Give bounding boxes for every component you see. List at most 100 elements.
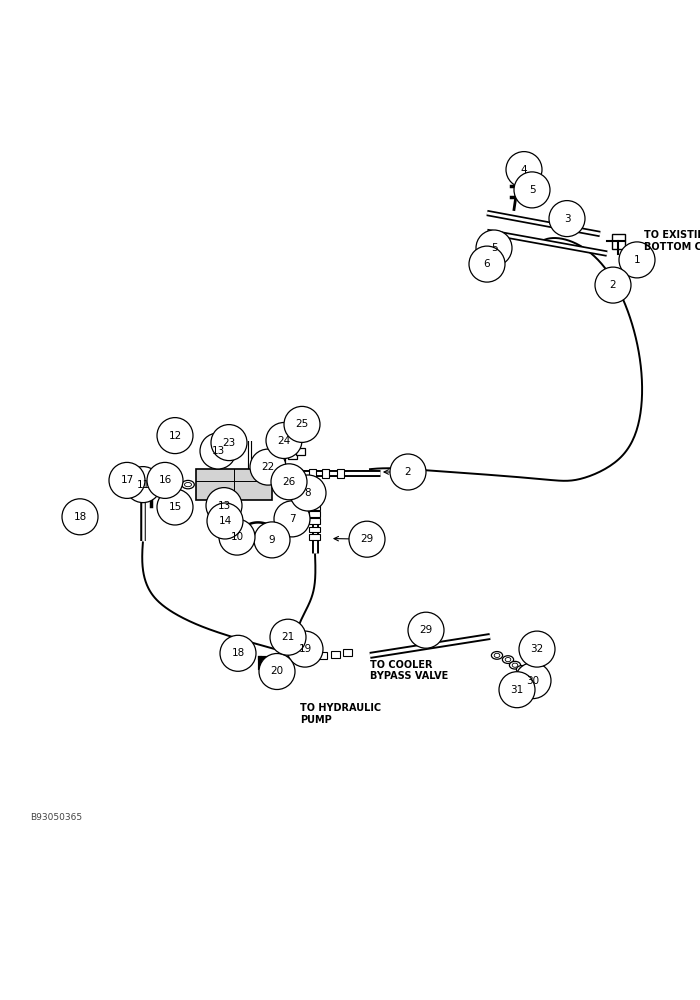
Ellipse shape [185, 482, 192, 487]
Text: TO HYDRAULIC
PUMP: TO HYDRAULIC PUMP [300, 703, 381, 725]
Bar [309, 534, 320, 540]
Circle shape [219, 519, 255, 555]
Text: 15: 15 [169, 502, 181, 512]
Circle shape [515, 663, 551, 699]
Text: 23: 23 [223, 438, 236, 448]
Ellipse shape [510, 661, 521, 669]
Bar [309, 518, 320, 524]
Ellipse shape [491, 652, 503, 659]
Circle shape [595, 267, 631, 303]
Text: 5: 5 [528, 185, 536, 195]
Text: 31: 31 [510, 685, 524, 695]
Text: 32: 32 [531, 644, 544, 654]
Text: 13: 13 [218, 501, 230, 511]
Bar [309, 469, 316, 478]
Circle shape [250, 449, 286, 485]
Ellipse shape [503, 656, 514, 663]
Ellipse shape [512, 663, 518, 667]
Text: 4: 4 [521, 165, 527, 175]
Bar [266, 459, 275, 466]
Ellipse shape [172, 482, 179, 487]
Ellipse shape [524, 670, 536, 677]
Circle shape [206, 488, 242, 524]
Circle shape [514, 172, 550, 208]
Bar [343, 649, 352, 656]
Text: 14: 14 [218, 516, 232, 526]
Bar [288, 452, 297, 459]
Circle shape [519, 631, 555, 667]
Text: 22: 22 [261, 462, 274, 472]
Bar [296, 448, 305, 455]
Text: 25: 25 [295, 419, 309, 429]
Bar [318, 652, 327, 659]
Circle shape [284, 406, 320, 442]
Circle shape [476, 230, 512, 266]
Bar [337, 469, 344, 478]
Circle shape [469, 246, 505, 282]
Bar [331, 650, 340, 658]
Circle shape [259, 654, 295, 690]
Text: 18: 18 [74, 512, 87, 522]
Ellipse shape [182, 480, 195, 489]
Bar [321, 469, 328, 478]
Text: 3: 3 [564, 214, 570, 224]
Text: 7: 7 [288, 514, 295, 524]
Bar [254, 459, 263, 466]
Ellipse shape [169, 480, 182, 489]
Circle shape [408, 612, 444, 648]
Text: 5: 5 [491, 243, 497, 253]
Circle shape [254, 522, 290, 558]
Text: 24: 24 [277, 436, 290, 446]
Text: TO COOLER
BYPASS VALVE: TO COOLER BYPASS VALVE [370, 660, 448, 681]
Circle shape [274, 501, 310, 537]
Text: 16: 16 [158, 475, 172, 485]
Circle shape [266, 422, 302, 458]
Bar [295, 469, 302, 478]
Ellipse shape [519, 667, 525, 672]
Bar [281, 469, 288, 478]
Bar [309, 527, 320, 532]
Ellipse shape [494, 653, 500, 658]
Circle shape [62, 499, 98, 535]
Ellipse shape [158, 482, 165, 487]
Circle shape [499, 672, 535, 708]
Text: 2: 2 [610, 280, 616, 290]
Text: 30: 30 [526, 676, 540, 686]
Text: B93050365: B93050365 [30, 813, 82, 822]
Text: 12: 12 [169, 431, 181, 441]
Circle shape [207, 503, 243, 539]
Ellipse shape [505, 658, 511, 662]
Circle shape [147, 462, 183, 498]
Text: 10: 10 [230, 532, 244, 542]
Circle shape [549, 201, 585, 237]
Bar [276, 455, 285, 462]
Text: 2: 2 [405, 467, 412, 477]
Text: 17: 17 [120, 475, 134, 485]
Circle shape [109, 462, 145, 498]
Text: 20: 20 [270, 666, 284, 676]
Circle shape [211, 425, 247, 461]
Bar [309, 496, 320, 501]
Text: 26: 26 [282, 477, 295, 487]
Ellipse shape [517, 666, 528, 673]
Ellipse shape [155, 480, 168, 489]
Circle shape [290, 475, 326, 511]
Circle shape [349, 521, 385, 557]
Bar [612, 234, 625, 249]
Circle shape [619, 242, 655, 278]
Circle shape [220, 635, 256, 671]
Text: 29: 29 [419, 625, 433, 635]
Circle shape [390, 454, 426, 490]
Bar [309, 504, 320, 510]
Circle shape [157, 489, 193, 525]
Text: 21: 21 [281, 632, 295, 642]
Text: 19: 19 [298, 644, 312, 654]
Text: 8: 8 [304, 488, 312, 498]
Text: 13: 13 [211, 446, 225, 456]
Circle shape [287, 631, 323, 667]
Bar [196, 468, 272, 500]
Text: 9: 9 [269, 535, 275, 545]
Text: 11: 11 [136, 480, 150, 490]
Ellipse shape [527, 672, 533, 676]
Bar [305, 653, 314, 660]
